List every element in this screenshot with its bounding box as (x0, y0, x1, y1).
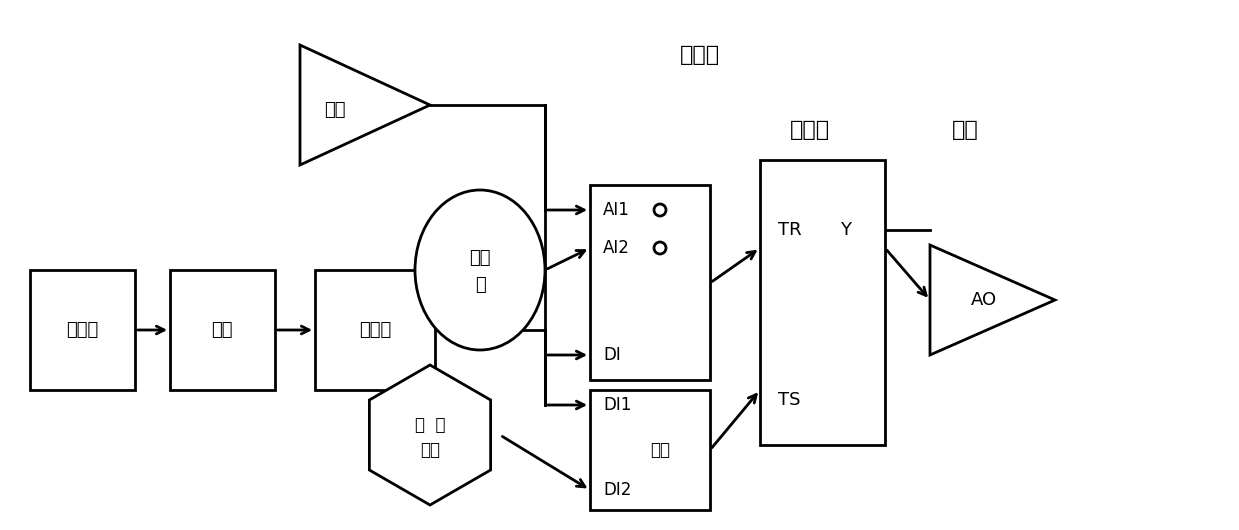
Circle shape (654, 242, 667, 254)
Text: AO: AO (971, 291, 997, 309)
Text: 非门: 非门 (212, 321, 233, 339)
Text: 跟  踪: 跟 踪 (415, 416, 445, 434)
Bar (315, 270, 435, 390)
Text: AI1: AI1 (603, 201, 629, 219)
Polygon shape (369, 365, 491, 505)
Bar (590, 390, 710, 510)
Polygon shape (930, 245, 1054, 355)
Text: 置数器: 置数器 (66, 321, 98, 339)
Text: 选择器: 选择器 (680, 45, 720, 65)
Text: 或门: 或门 (650, 441, 670, 459)
Text: TR: TR (778, 221, 802, 239)
Text: 开关: 开关 (420, 441, 440, 459)
Text: DI2: DI2 (603, 481, 632, 499)
Text: 操作器: 操作器 (790, 120, 830, 140)
Text: AI2: AI2 (603, 239, 629, 257)
Text: DI1: DI1 (603, 396, 632, 414)
Text: 原跟: 原跟 (470, 249, 491, 267)
Bar (170, 270, 275, 390)
Text: Y: Y (840, 221, 851, 239)
Text: DI: DI (603, 346, 621, 364)
Circle shape (654, 204, 667, 216)
Text: TS: TS (778, 391, 800, 409)
Text: 指令: 指令 (952, 120, 979, 140)
Bar (760, 160, 885, 445)
Text: 阀位: 阀位 (325, 101, 346, 119)
Ellipse shape (415, 190, 545, 350)
Text: 计时器: 计时器 (359, 321, 392, 339)
Text: 踪: 踪 (475, 276, 486, 294)
Bar (590, 185, 710, 380)
Bar (30, 270, 135, 390)
Polygon shape (300, 45, 430, 165)
